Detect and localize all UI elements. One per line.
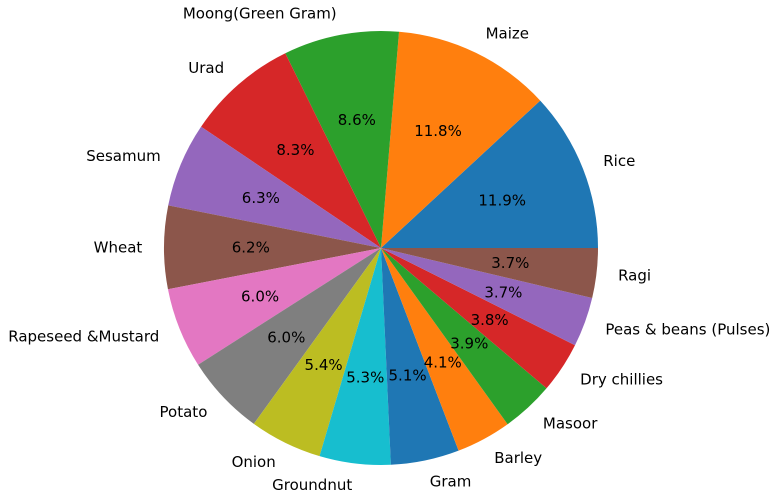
label-groundnut: Groundnut bbox=[272, 476, 352, 494]
pct-label-sesamum: 6.3% bbox=[242, 189, 280, 207]
label-wheat: Wheat bbox=[94, 238, 143, 256]
slice-urad bbox=[201, 53, 381, 249]
pie-slices bbox=[164, 30, 598, 465]
slice-dry-chillies bbox=[381, 248, 576, 389]
pct-label-rice: 11.9% bbox=[478, 191, 526, 209]
label-barley: Barley bbox=[494, 449, 542, 467]
label-urad: Urad bbox=[188, 59, 224, 77]
label-moong-green-gram: Moong(Green Gram) bbox=[183, 4, 337, 22]
pct-label-onion: 5.4% bbox=[305, 356, 343, 374]
label-ragi: Ragi bbox=[618, 267, 651, 285]
pct-label-barley: 4.1% bbox=[424, 354, 462, 372]
pct-label-rapeseed-mustard: 6.0% bbox=[241, 287, 279, 305]
pct-label-dry-chillies: 3.8% bbox=[471, 311, 509, 329]
pct-label-peas-beans-pulses: 3.7% bbox=[484, 283, 522, 301]
slice-moong-green-gram bbox=[285, 30, 400, 248]
slice-rice bbox=[381, 100, 598, 249]
slice-peas-beans-pulses bbox=[381, 248, 593, 346]
pct-label-potato: 6.0% bbox=[267, 328, 305, 346]
label-gram: Gram bbox=[430, 473, 472, 491]
slice-onion bbox=[253, 248, 381, 457]
slice-masoor bbox=[381, 248, 547, 425]
slice-rapeseed-mustard bbox=[167, 248, 381, 365]
percent-labels: 11.9%11.8%8.6%8.3%6.3%6.2%6.0%6.0%5.4%5.… bbox=[232, 111, 530, 386]
slice-gram bbox=[381, 248, 459, 465]
slice-groundnut bbox=[319, 248, 391, 465]
slice-barley bbox=[381, 248, 508, 451]
pct-label-ragi: 3.7% bbox=[491, 254, 529, 272]
pct-label-urad: 8.3% bbox=[276, 141, 314, 159]
category-labels: Rice Maize Moong(Green Gram) Urad Sesamum Whe… bbox=[8, 4, 770, 494]
slice-sesamum bbox=[168, 126, 381, 248]
label-dry-chillies: Dry chillies bbox=[580, 371, 663, 389]
slice-potato bbox=[198, 248, 381, 424]
label-maize: Maize bbox=[486, 24, 529, 42]
slice-wheat bbox=[164, 205, 381, 290]
label-rice: Rice bbox=[603, 152, 635, 170]
pct-label-wheat: 6.2% bbox=[232, 239, 270, 257]
pct-label-moong-green-gram: 8.6% bbox=[338, 111, 376, 129]
pct-label-groundnut: 5.3% bbox=[346, 368, 384, 386]
slice-maize bbox=[381, 31, 541, 248]
label-sesamum: Sesamum bbox=[86, 147, 161, 165]
label-peas-beans-pulses: Peas & beans (Pulses) bbox=[605, 320, 770, 338]
label-masoor: Masoor bbox=[543, 414, 598, 432]
pct-label-masoor: 3.9% bbox=[450, 335, 488, 353]
label-potato: Potato bbox=[160, 403, 208, 421]
pct-label-maize: 11.8% bbox=[414, 122, 462, 140]
pct-label-gram: 5.1% bbox=[389, 366, 427, 384]
label-onion: Onion bbox=[232, 453, 276, 471]
label-rapeseed-mustard: Rapeseed &Mustard bbox=[8, 327, 159, 345]
slice-ragi bbox=[381, 248, 598, 298]
